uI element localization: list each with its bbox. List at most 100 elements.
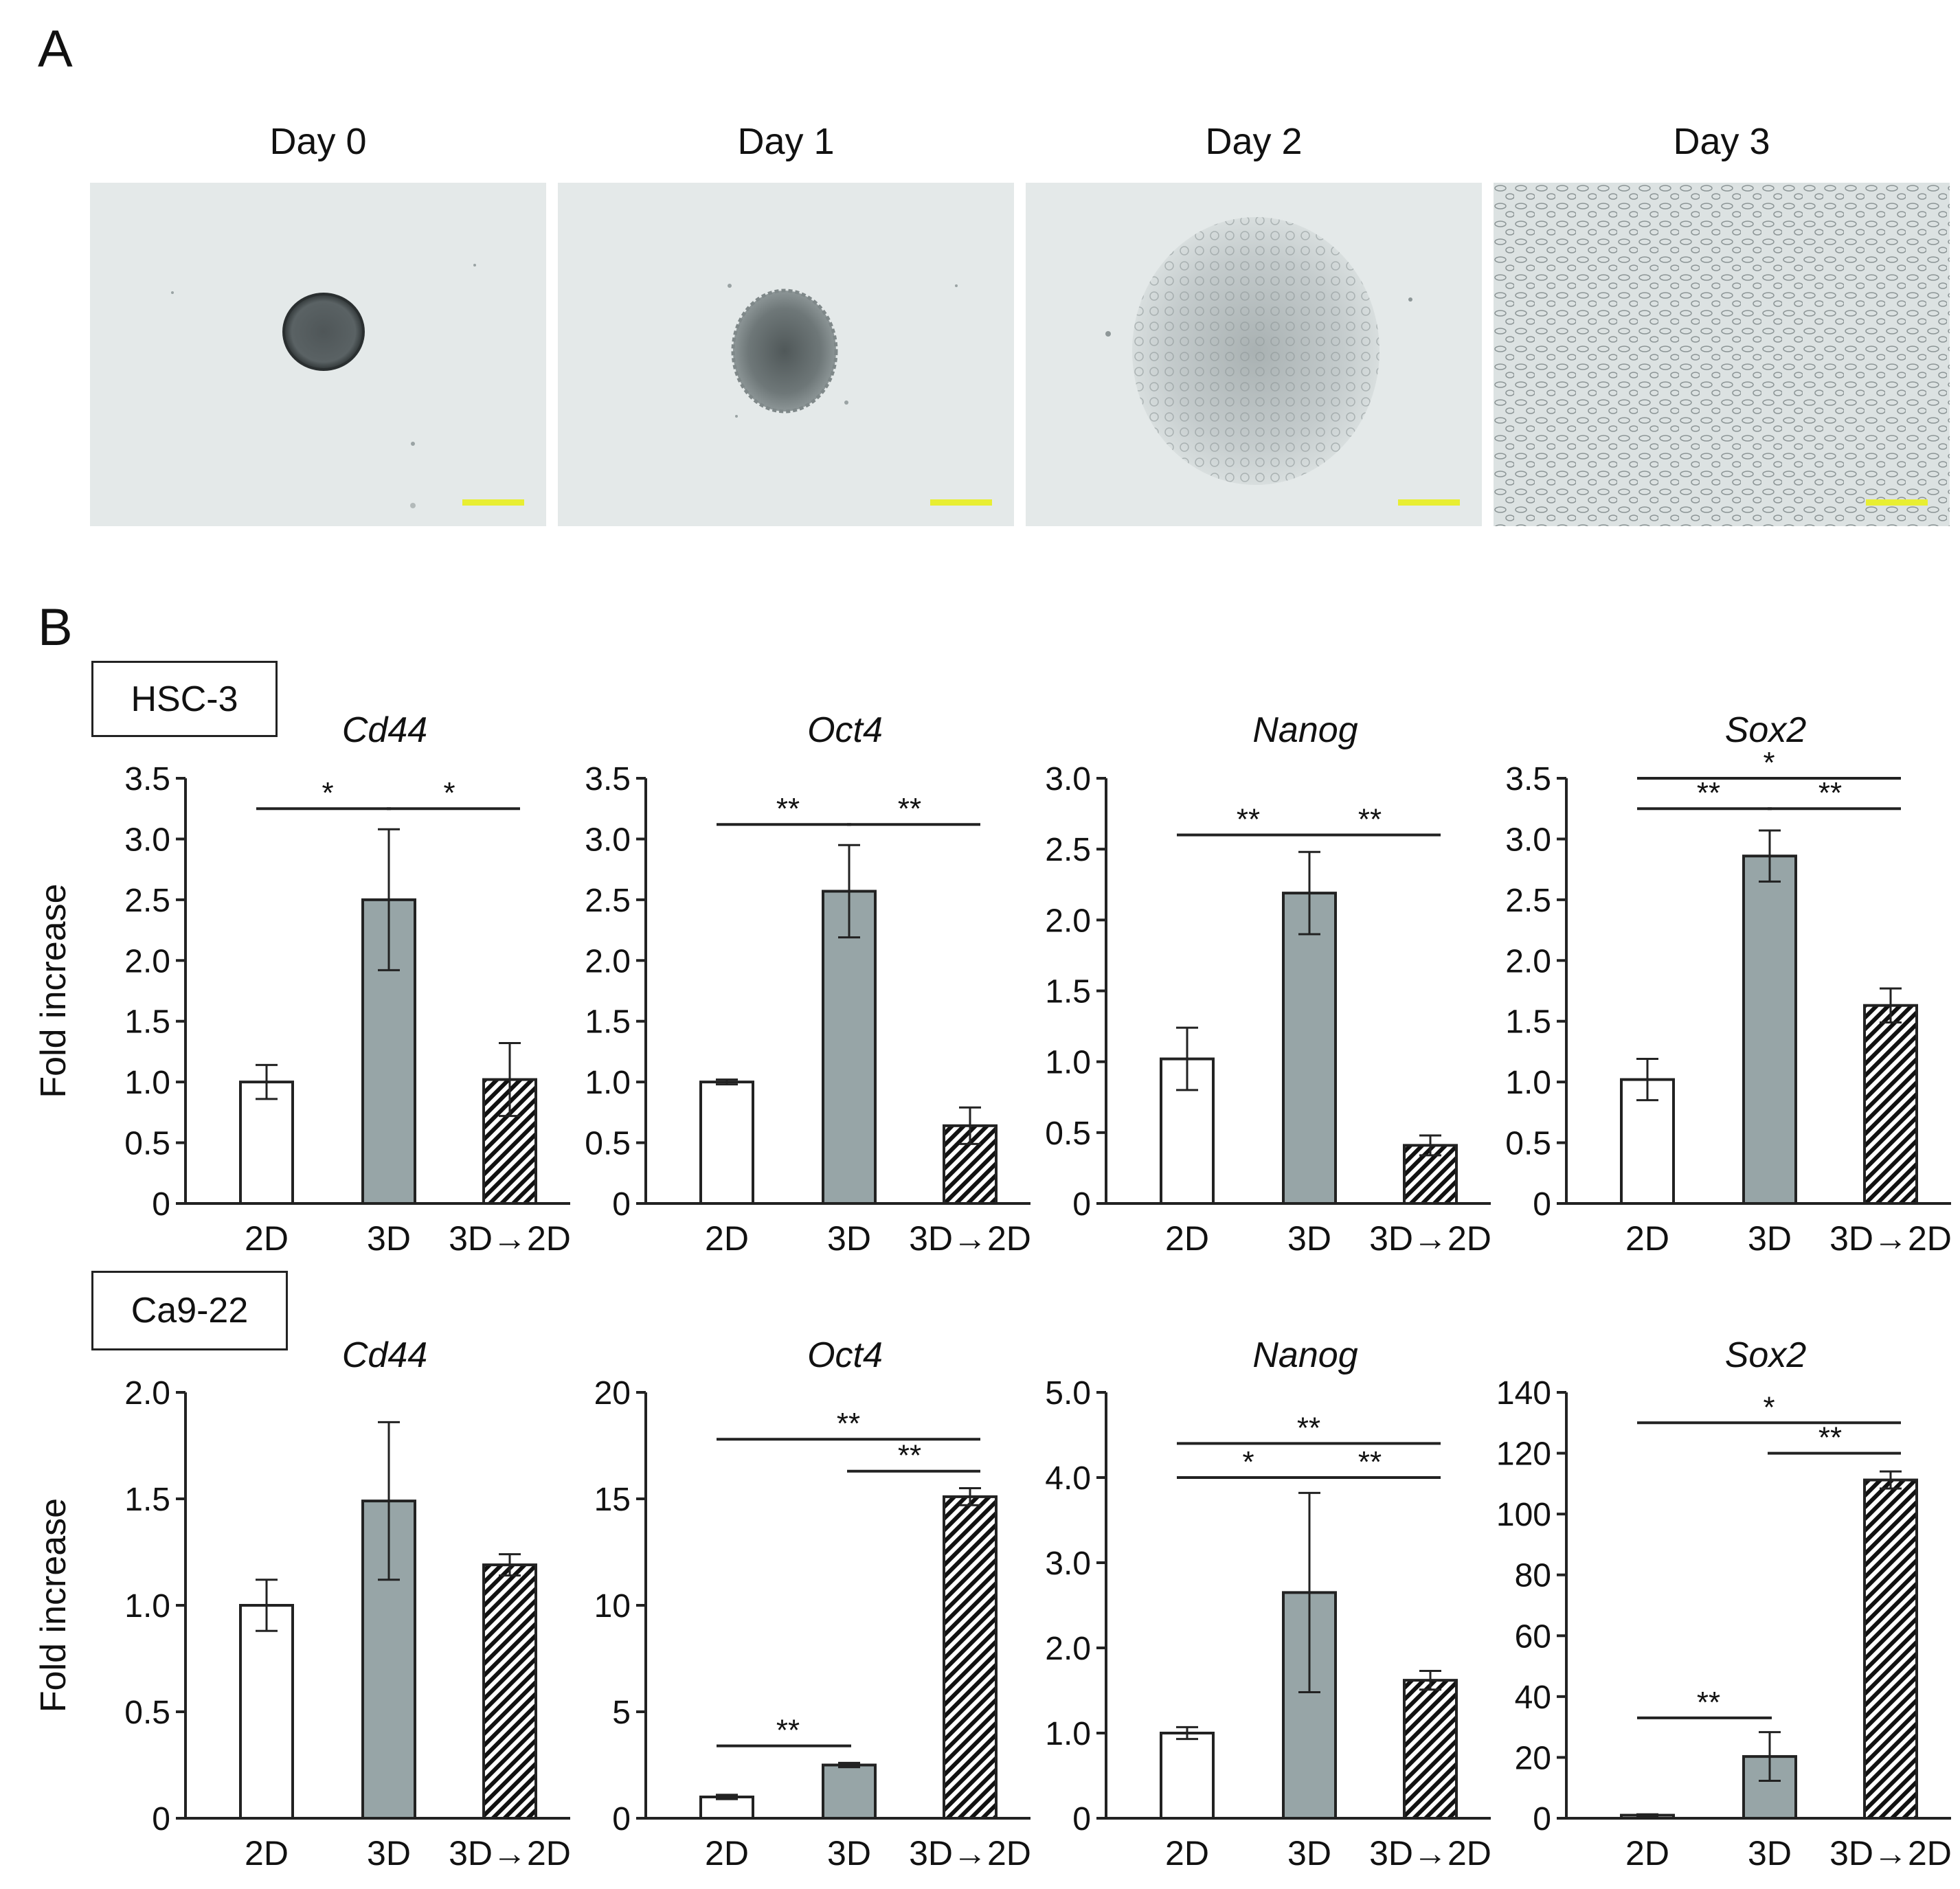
significance-label: ** (1358, 803, 1382, 837)
y-tick-label: 1.5 (585, 1004, 631, 1041)
significance-label: * (1763, 746, 1775, 780)
bar (822, 1763, 877, 1820)
y-tick-label: 1.0 (124, 1588, 170, 1625)
y-tick-label: 1.0 (585, 1065, 631, 1101)
x-tick-label: 3D (827, 1219, 871, 1258)
y-tick-label: 0 (1533, 1801, 1551, 1837)
y-tick-label: 0 (612, 1186, 631, 1223)
y-tick-label: 1.5 (1045, 974, 1091, 1010)
y-tick-label: 2.5 (124, 883, 170, 919)
y-axis-label: Fold increase (34, 1498, 74, 1712)
chart-title: Oct4 (807, 1335, 883, 1375)
x-tick-label: 3D (827, 1834, 871, 1873)
panel-a-label: A (38, 20, 73, 78)
x-tick-label: 2D (245, 1219, 289, 1258)
day-label: Day 2 (1205, 121, 1303, 162)
significance-label: ** (1697, 776, 1720, 810)
y-axis-label: Fold increase (34, 883, 74, 1098)
y-tick-label: 0 (1072, 1801, 1091, 1837)
y-tick-label: 10 (594, 1588, 631, 1625)
scale-bar (462, 499, 524, 506)
chart-title: Sox2 (1725, 710, 1807, 750)
x-tick-label: 3D (367, 1219, 411, 1258)
y-tick-label: 1.0 (1045, 1045, 1091, 1081)
micrograph-day-3 (1494, 183, 1950, 526)
y-tick-label: 0 (1072, 1186, 1091, 1223)
y-tick-label: 0.5 (1045, 1116, 1091, 1152)
x-tick-label: 3D (367, 1834, 411, 1873)
y-tick-label: 1.0 (1505, 1065, 1551, 1101)
y-tick-label: 1.0 (1045, 1716, 1091, 1752)
bar (239, 1081, 294, 1205)
y-tick-label: 1.0 (124, 1065, 170, 1101)
y-tick-label: 140 (1496, 1375, 1551, 1412)
y-tick-label: 0.5 (124, 1695, 170, 1731)
x-tick-label: 3D→2D (1369, 1219, 1491, 1258)
micrograph-day-2 (1026, 183, 1482, 526)
chart-title: Nanog (1252, 710, 1358, 750)
bar (699, 1081, 754, 1205)
x-tick-label: 3D→2D (1369, 1834, 1491, 1873)
cell-line-box-hsc3: HSC-3 (91, 661, 278, 737)
day-label: Day 3 (1673, 121, 1770, 162)
y-tick-label: 2.0 (124, 1375, 170, 1412)
x-tick-label: 3D→2D (449, 1834, 571, 1873)
significance-label: ** (1237, 803, 1260, 837)
x-tick-label: 2D (705, 1834, 749, 1873)
micrograph-day-0 (90, 183, 546, 526)
significance-label: ** (898, 1439, 921, 1473)
significance-label: * (1763, 1390, 1775, 1424)
bar (239, 1604, 294, 1820)
y-tick-label: 1.5 (124, 1482, 170, 1518)
y-tick-label: 1.5 (124, 1004, 170, 1041)
y-tick-label: 5 (612, 1695, 631, 1731)
y-tick-label: 40 (1515, 1679, 1551, 1716)
x-tick-label: 2D (1625, 1219, 1669, 1258)
y-tick-label: 120 (1496, 1436, 1551, 1473)
scale-bar (930, 499, 992, 506)
y-tick-label: 5.0 (1045, 1375, 1091, 1412)
x-tick-label: 2D (705, 1219, 749, 1258)
micrograph-day-1 (558, 183, 1014, 526)
x-tick-label: 3D (1748, 1834, 1792, 1873)
bar (1160, 1732, 1215, 1820)
significance-label: * (1242, 1445, 1254, 1479)
y-tick-label: 0.5 (124, 1126, 170, 1162)
chart-title: Cd44 (342, 710, 427, 750)
y-tick-label: 0 (612, 1801, 631, 1837)
y-tick-label: 80 (1515, 1558, 1551, 1594)
y-tick-label: 2.5 (1505, 883, 1551, 919)
y-tick-label: 2.5 (1045, 832, 1091, 868)
y-tick-label: 0 (152, 1186, 170, 1223)
y-tick-label: 0 (1533, 1186, 1551, 1223)
y-tick-label: 2.0 (124, 943, 170, 980)
bar (822, 890, 877, 1206)
x-tick-label: 3D→2D (449, 1219, 571, 1258)
x-tick-label: 2D (1625, 1834, 1669, 1873)
cell-line-box-ca922: Ca9-22 (91, 1271, 288, 1350)
y-tick-label: 60 (1515, 1618, 1551, 1655)
bar (482, 1563, 537, 1820)
scale-bar (1866, 499, 1928, 506)
bar (1403, 1679, 1458, 1820)
significance-label: ** (837, 1407, 860, 1440)
x-tick-label: 2D (1165, 1219, 1209, 1258)
x-tick-label: 3D (1748, 1219, 1792, 1258)
bar (699, 1796, 754, 1820)
x-tick-label: 3D→2D (909, 1219, 1031, 1258)
significance-label: ** (1818, 1421, 1842, 1455)
bar (943, 1495, 998, 1820)
chart-title: Cd44 (342, 1335, 427, 1375)
y-tick-label: 3.5 (585, 761, 631, 798)
x-tick-label: 3D (1287, 1834, 1331, 1873)
spheroid-image (171, 264, 476, 508)
day-label: Day 1 (737, 121, 835, 162)
y-tick-label: 20 (594, 1375, 631, 1412)
y-tick-label: 0 (152, 1801, 170, 1837)
y-tick-label: 20 (1515, 1740, 1551, 1776)
chart-title: Nanog (1252, 1335, 1358, 1375)
significance-label: ** (1697, 1686, 1720, 1719)
spreading-cells-image (1105, 217, 1412, 485)
y-tick-label: 3.0 (1045, 1546, 1091, 1582)
x-tick-label: 3D→2D (909, 1834, 1031, 1873)
